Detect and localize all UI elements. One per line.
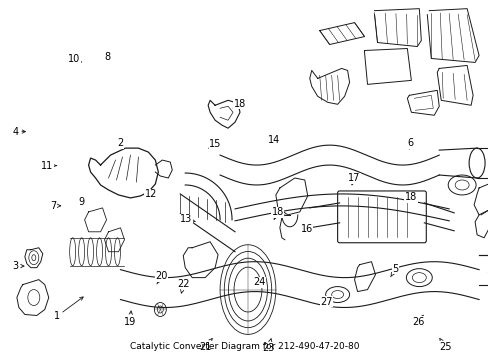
Text: 4: 4 bbox=[13, 127, 25, 136]
Text: Catalytic Converter Diagram for 212-490-47-20-80: Catalytic Converter Diagram for 212-490-… bbox=[129, 342, 359, 351]
Text: 6: 6 bbox=[406, 139, 412, 149]
Text: 22: 22 bbox=[177, 279, 189, 293]
Text: 12: 12 bbox=[144, 189, 157, 199]
Text: 11: 11 bbox=[41, 161, 57, 171]
Text: 1: 1 bbox=[54, 297, 83, 321]
Text: 24: 24 bbox=[252, 277, 265, 287]
Text: 18: 18 bbox=[232, 99, 245, 109]
Text: 18: 18 bbox=[271, 207, 283, 219]
Text: 23: 23 bbox=[262, 339, 274, 353]
FancyBboxPatch shape bbox=[337, 191, 426, 243]
Text: 7: 7 bbox=[50, 201, 61, 211]
Text: 25: 25 bbox=[438, 338, 450, 352]
Text: 3: 3 bbox=[13, 261, 24, 271]
Text: 27: 27 bbox=[320, 297, 332, 307]
Polygon shape bbox=[319, 23, 364, 45]
Text: 20: 20 bbox=[155, 271, 167, 284]
Text: 26: 26 bbox=[412, 315, 424, 327]
Text: 10: 10 bbox=[68, 54, 81, 64]
Text: 5: 5 bbox=[390, 264, 398, 277]
Polygon shape bbox=[364, 49, 410, 84]
Text: 16: 16 bbox=[300, 225, 312, 234]
Text: 21: 21 bbox=[199, 338, 212, 352]
Text: 17: 17 bbox=[347, 173, 360, 185]
Text: 18: 18 bbox=[404, 192, 416, 202]
Text: 2: 2 bbox=[117, 139, 123, 148]
Polygon shape bbox=[374, 9, 421, 46]
Text: 14: 14 bbox=[267, 135, 279, 145]
Polygon shape bbox=[427, 9, 478, 62]
Text: 8: 8 bbox=[104, 52, 110, 62]
Text: 9: 9 bbox=[78, 197, 84, 207]
Text: 13: 13 bbox=[180, 215, 195, 224]
Text: 19: 19 bbox=[123, 311, 136, 327]
Text: 15: 15 bbox=[208, 139, 221, 149]
